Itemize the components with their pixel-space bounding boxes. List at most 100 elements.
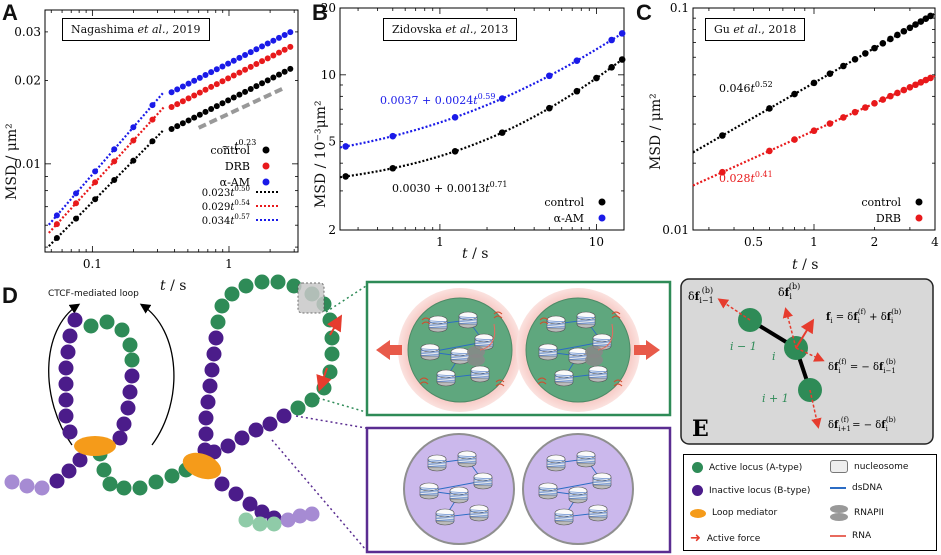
data-point-α-AM — [242, 51, 249, 58]
polymer-bead — [254, 504, 270, 520]
data-point-control — [498, 129, 506, 136]
data-point-DRB — [276, 49, 283, 56]
legend-marker-b — [598, 198, 606, 206]
panel-letter-c: C — [636, 0, 652, 25]
data-point-α-AM — [342, 143, 349, 150]
data-point-control — [264, 77, 271, 84]
data-point-α-AM — [546, 72, 553, 80]
nucleosome — [554, 508, 574, 526]
data-point-control — [894, 31, 901, 39]
legend-nucleosome: nucleosome — [854, 461, 909, 472]
panel-letter-a: A — [2, 0, 18, 25]
polymer-bead — [83, 318, 99, 334]
data-point-control — [247, 85, 254, 92]
data-point-control — [917, 18, 925, 25]
data-point-α-AM — [179, 83, 186, 90]
polymer-bead — [4, 474, 20, 490]
panel-e-diagram: i − 1 i i + 1 δfi−1(b) δfi(b) fi = δfi(f… — [680, 278, 934, 445]
loop-mediator-1 — [74, 436, 116, 456]
polymer-bead — [61, 463, 77, 479]
polymer-bead — [62, 328, 78, 344]
chain-active-force-1 — [327, 314, 343, 336]
data-point-α-AM — [264, 40, 271, 47]
polymer-bead — [266, 516, 282, 532]
data-point-control — [202, 108, 209, 115]
data-point-control — [191, 114, 198, 121]
data-point-control — [618, 56, 626, 63]
data-point-control — [287, 65, 294, 72]
polymer-bead — [214, 476, 230, 492]
data-point-DRB — [826, 120, 834, 127]
polymer-bead — [206, 444, 222, 460]
data-point-control — [208, 105, 215, 112]
data-point-control — [900, 27, 908, 35]
data-point-control — [174, 123, 181, 130]
data-point-α-AM — [53, 212, 60, 219]
reference-box-c: Gu et al., 2018 — [705, 18, 806, 41]
polymer-bead — [102, 476, 118, 492]
data-point-control — [92, 196, 99, 203]
label-i-minus-1: i − 1 — [730, 340, 757, 353]
nucleosome — [428, 315, 448, 333]
xlabel-b: t / s — [462, 246, 489, 262]
data-point-control — [253, 83, 260, 90]
legend-box: Active locus (A-type) Inactive locus (B-… — [683, 454, 937, 551]
nucleosome — [546, 315, 566, 333]
legend-label-a: α-AM — [220, 176, 250, 189]
nucleosome — [568, 347, 588, 365]
legend-label-a: control — [210, 144, 250, 157]
data-point-α-AM — [270, 37, 277, 44]
fit-label-b-aam: 0.0037 + 0.0024t0.59 — [380, 92, 495, 107]
data-point-DRB — [894, 89, 901, 97]
polymer-bead — [116, 480, 132, 496]
data-point-DRB — [242, 66, 249, 73]
data-point-control — [719, 132, 726, 139]
data-point-α-AM — [219, 63, 226, 70]
x-tick-label: 1 — [436, 235, 444, 249]
panel-letter-b: B — [312, 0, 328, 25]
data-point-DRB — [179, 98, 186, 105]
data-point-DRB — [862, 104, 869, 111]
polymer-bead — [304, 392, 320, 408]
data-point-DRB — [168, 103, 175, 110]
nucleosome — [473, 472, 493, 490]
polymer-bead — [242, 496, 258, 512]
polymer-bead — [72, 452, 88, 468]
y-tick-label: 0.03 — [14, 25, 41, 39]
data-point-DRB — [912, 81, 919, 89]
polymer-bead — [220, 438, 236, 454]
legend-active: Active locus (A-type) — [709, 462, 803, 473]
legend-label-c: DRB — [876, 212, 901, 225]
data-point-α-AM — [213, 66, 220, 73]
polymer-bead — [304, 506, 320, 522]
nucleosome — [449, 486, 469, 504]
data-point-DRB — [810, 127, 818, 135]
plot-frame — [339, 7, 625, 231]
data-point-DRB — [225, 75, 232, 82]
data-point-DRB — [202, 86, 209, 93]
data-point-control — [389, 164, 397, 172]
data-point-DRB — [287, 43, 294, 50]
data-point-control — [236, 91, 243, 98]
polymer-bead — [198, 410, 214, 426]
data-point-DRB — [851, 108, 859, 116]
polymer-bead — [164, 468, 180, 484]
polymer-bead — [248, 422, 264, 438]
nucleosome — [554, 369, 574, 387]
polymer-bead — [58, 360, 74, 376]
polymer-bead — [34, 480, 50, 496]
data-point-control — [276, 71, 283, 78]
fit-label-b-control: 0.0030 + 0.0013t0.71 — [392, 180, 507, 195]
data-point-control — [130, 157, 137, 164]
data-point-DRB — [917, 79, 925, 86]
polymer-bead — [202, 378, 218, 394]
loop-arrow-right — [139, 303, 175, 446]
data-point-DRB — [259, 58, 266, 65]
data-point-control — [185, 117, 192, 124]
data-point-DRB — [264, 55, 271, 62]
data-point-α-AM — [111, 146, 118, 153]
x-tick-label: 0.5 — [744, 235, 763, 249]
data-point-control — [53, 234, 60, 241]
plot-frame — [44, 9, 299, 253]
y-tick-label: 5 — [328, 135, 336, 149]
